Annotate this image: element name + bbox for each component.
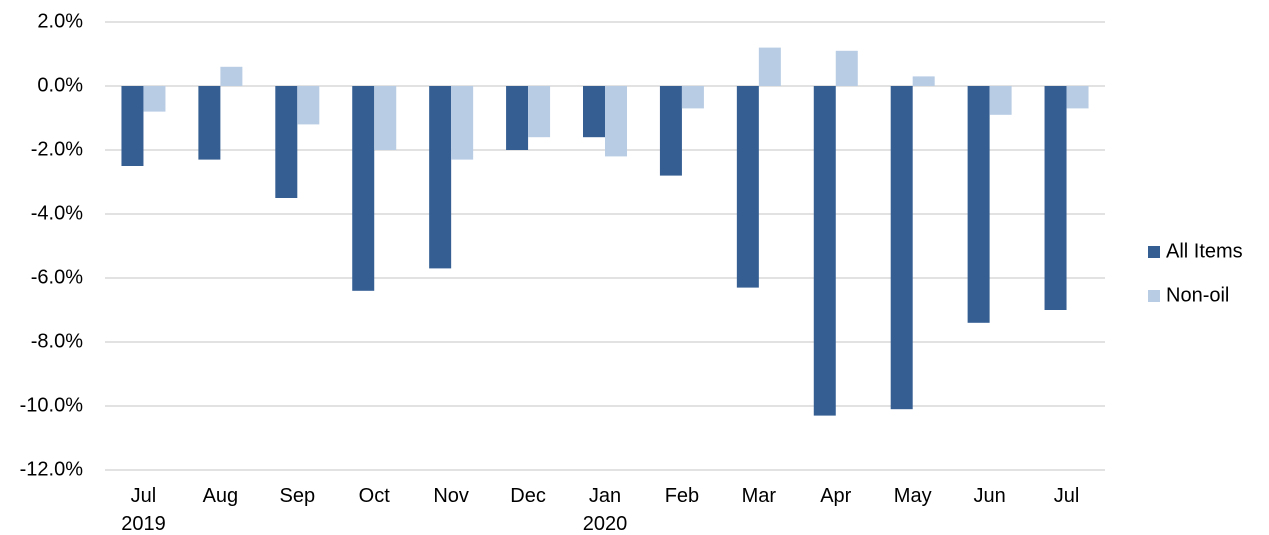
y-tick-label: 0.0% xyxy=(37,74,83,96)
y-tick-label: -4.0% xyxy=(31,202,83,224)
legend-label: Non-oil xyxy=(1166,284,1229,306)
bar xyxy=(989,86,1012,115)
y-tick-label: -12.0% xyxy=(20,458,84,480)
bar xyxy=(429,86,452,269)
bar xyxy=(605,86,627,157)
bar xyxy=(736,86,759,288)
bar xyxy=(143,86,166,112)
bar xyxy=(121,86,144,166)
bar xyxy=(758,47,781,86)
bar xyxy=(297,86,320,125)
bar xyxy=(220,66,243,86)
x-tick-label: Jun xyxy=(973,485,1006,507)
x-tick-label: May xyxy=(893,485,932,507)
bar xyxy=(198,86,221,160)
x-tick-label: Jan 2020 xyxy=(582,485,628,535)
bar xyxy=(275,86,298,198)
legend-label: All Items xyxy=(1166,240,1243,262)
x-tick-label: Aug xyxy=(202,485,239,507)
x-tick-label: Oct xyxy=(358,485,390,507)
legend-swatch xyxy=(1148,246,1160,258)
bar xyxy=(890,86,913,410)
bar xyxy=(506,86,529,150)
x-tick-label: Jul xyxy=(1053,485,1080,507)
y-tick-label: -2.0% xyxy=(31,138,83,160)
x-tick-label: Feb xyxy=(664,485,700,507)
bar xyxy=(681,86,704,109)
legend-swatch xyxy=(1148,290,1160,302)
bar xyxy=(352,86,375,291)
bar xyxy=(583,86,605,138)
bar xyxy=(1044,86,1067,310)
bar xyxy=(967,86,990,323)
bar xyxy=(659,86,682,176)
y-tick-label: 2.0% xyxy=(37,10,83,32)
y-tick-label: -10.0% xyxy=(20,394,84,416)
x-tick-label: Sep xyxy=(279,485,316,507)
x-tick-label: Dec xyxy=(510,485,546,507)
bar xyxy=(813,86,836,416)
bar xyxy=(528,86,551,138)
x-tick-label: Apr xyxy=(820,485,852,507)
x-tick-label: Jul 2019 xyxy=(121,485,166,535)
bar xyxy=(835,50,858,86)
x-tick-label: Nov xyxy=(433,485,469,507)
bar xyxy=(374,86,397,150)
x-tick-label: Mar xyxy=(741,485,777,507)
bar xyxy=(1066,86,1089,109)
y-tick-label: -6.0% xyxy=(31,266,83,288)
bar xyxy=(451,86,474,160)
bar xyxy=(912,76,935,86)
y-tick-label: -8.0% xyxy=(31,330,83,352)
